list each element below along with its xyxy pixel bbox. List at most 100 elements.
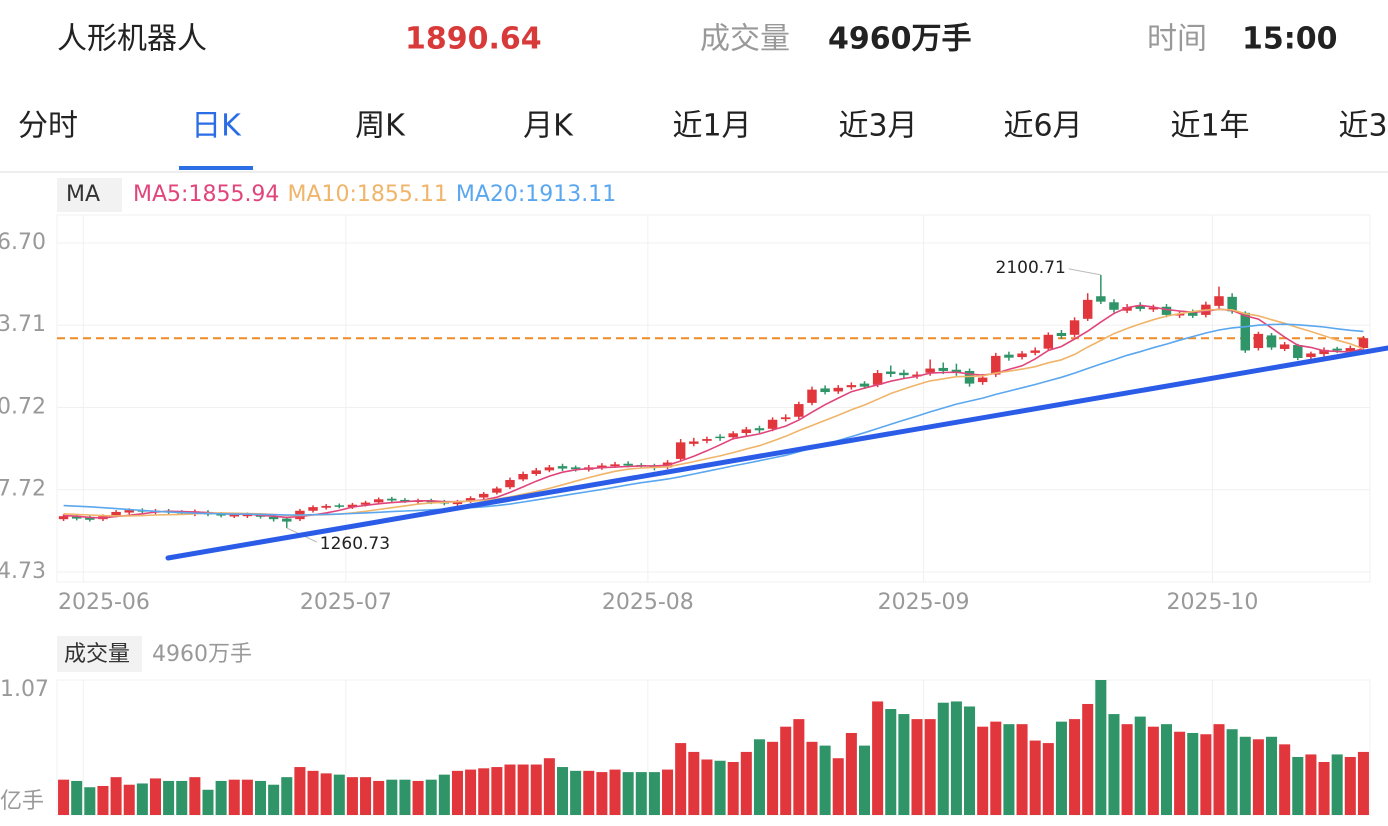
candle-body xyxy=(1319,349,1329,355)
volume-bar xyxy=(451,770,463,815)
plot-frame xyxy=(56,214,1371,583)
candle-body xyxy=(951,369,962,373)
volume-bar xyxy=(1318,762,1330,815)
tab[interactable]: 近1年 xyxy=(1170,109,1249,144)
candle-body xyxy=(492,488,502,493)
candle-body xyxy=(689,441,699,444)
ma-line xyxy=(63,323,1364,516)
ma-legend-name: MA5: xyxy=(133,182,188,207)
ma-legend-name: MA10: xyxy=(287,182,356,207)
volume-bar xyxy=(780,726,792,815)
volume-bar xyxy=(84,787,96,815)
volume-caption: 成交量 xyxy=(700,22,790,57)
ma-legend-entry: MA10:1855.11 xyxy=(287,182,447,207)
volume-bar xyxy=(1069,719,1081,815)
candle-body xyxy=(452,501,463,505)
candle-body xyxy=(597,465,607,468)
volume-bar xyxy=(596,772,608,815)
y-tick-label: 4.73 xyxy=(0,559,46,584)
volume-bar xyxy=(767,741,779,815)
volume-bar xyxy=(662,769,674,815)
volume-bar xyxy=(176,780,188,815)
tab[interactable]: 周K xyxy=(355,109,406,144)
candle-body xyxy=(899,372,909,376)
volume-bar xyxy=(1134,716,1146,815)
volume-bar xyxy=(97,785,109,815)
volume-bar xyxy=(1082,703,1094,815)
volume-bar xyxy=(478,768,490,815)
candle-body xyxy=(347,504,358,508)
y-tick-label: 0.72 xyxy=(0,394,46,419)
volume-bar xyxy=(556,767,569,815)
ma-line xyxy=(63,304,1364,519)
volume-bar xyxy=(386,779,398,815)
volume-bar xyxy=(609,769,621,815)
volume-bar xyxy=(1200,734,1212,815)
candle-body xyxy=(794,404,804,417)
candle-body xyxy=(833,387,843,392)
volume-bar xyxy=(1160,724,1172,815)
tab[interactable]: 近3年 xyxy=(1338,109,1388,144)
candle-body xyxy=(1109,302,1119,310)
volume-bar xyxy=(1292,756,1304,815)
candle-body xyxy=(387,498,397,501)
candle-body xyxy=(1266,335,1277,348)
ma-legend-name: MA20: xyxy=(456,182,525,207)
tab[interactable]: 近6月 xyxy=(1003,109,1082,144)
candle-body xyxy=(1069,320,1080,335)
candle-body xyxy=(886,371,896,374)
candle-body xyxy=(702,439,712,441)
tab[interactable]: 分时 xyxy=(18,109,78,144)
candle-body xyxy=(360,502,371,505)
volume-bar xyxy=(1003,724,1015,815)
volume-bar xyxy=(268,784,280,815)
tab[interactable]: 近3月 xyxy=(838,109,917,144)
volume-bar xyxy=(465,769,477,815)
indicator-box xyxy=(57,178,122,212)
volume-bar xyxy=(136,783,148,815)
volume-bar xyxy=(58,779,70,815)
volume-bar xyxy=(740,751,752,815)
candle-body xyxy=(518,473,528,480)
volume-bar xyxy=(964,706,976,815)
y-tick-label: 7.72 xyxy=(0,477,46,502)
candle-body xyxy=(1030,350,1040,353)
candle-body xyxy=(1253,333,1264,349)
volume-bar xyxy=(504,764,516,815)
tab[interactable]: 月K xyxy=(523,109,574,144)
candle-body xyxy=(1279,344,1290,349)
volume-bar xyxy=(1239,736,1251,815)
candle-body xyxy=(282,518,292,522)
ma-legend-entry: MA20:1913.11 xyxy=(456,182,616,207)
volume-bar xyxy=(1095,680,1107,815)
volume-bar xyxy=(425,779,437,815)
candle-body xyxy=(1188,311,1198,316)
volume-bar xyxy=(438,774,450,815)
tab[interactable]: 近1月 xyxy=(672,109,751,144)
candle-body xyxy=(478,493,489,498)
volume-bar xyxy=(753,739,765,815)
candle-body xyxy=(1345,348,1356,352)
candle-body xyxy=(58,516,69,520)
volume-bar xyxy=(950,701,962,815)
volume-bar xyxy=(333,774,345,815)
volume-bar xyxy=(1029,740,1041,815)
volume-tick-label: 1.07 xyxy=(0,677,49,702)
volume-bar xyxy=(399,779,411,815)
volume-bar xyxy=(872,701,884,815)
candle-body xyxy=(531,470,541,474)
candle-body xyxy=(1043,334,1054,349)
candle-body xyxy=(557,466,568,469)
volume-bar xyxy=(307,770,319,815)
candle-body xyxy=(977,377,988,383)
tab[interactable]: 日K xyxy=(191,109,242,144)
candle-body xyxy=(1004,354,1014,358)
volume-bar xyxy=(1305,754,1317,815)
volume-bar xyxy=(688,751,700,815)
candle-body xyxy=(465,498,476,502)
candle-body xyxy=(925,368,935,373)
ma-legend-entry: MA5:1855.94 xyxy=(133,182,279,207)
candle-body xyxy=(71,516,82,519)
candle-body xyxy=(1056,332,1067,336)
